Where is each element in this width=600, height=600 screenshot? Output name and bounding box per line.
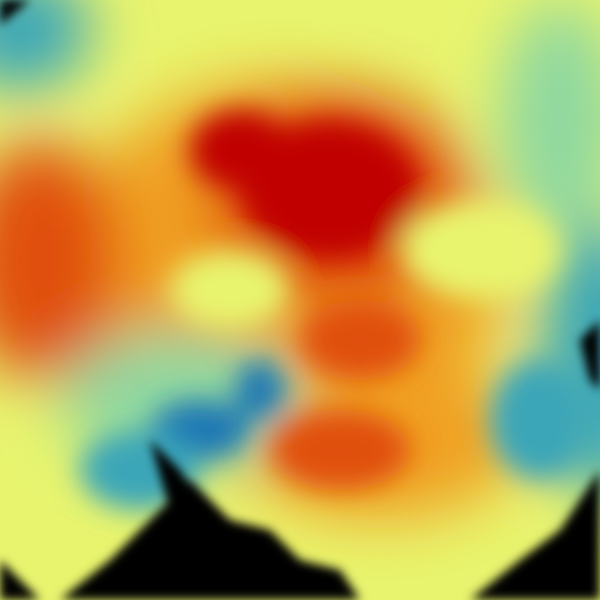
teal-region (0, 0, 90, 90)
black-region (580, 320, 600, 390)
red-region (300, 300, 420, 380)
red-region (270, 410, 410, 490)
dark-region (190, 110, 290, 190)
detail-layer (80, 110, 590, 510)
green-region (500, 0, 600, 240)
black-region (470, 470, 600, 600)
black-region (60, 480, 360, 600)
black-region (0, 560, 40, 600)
yellow-region (170, 250, 290, 330)
blue-region (235, 360, 285, 420)
teal-region (490, 360, 590, 480)
red-region (0, 140, 120, 380)
black-region (150, 440, 200, 510)
black-region (0, 0, 30, 25)
yellow-region (400, 200, 560, 300)
